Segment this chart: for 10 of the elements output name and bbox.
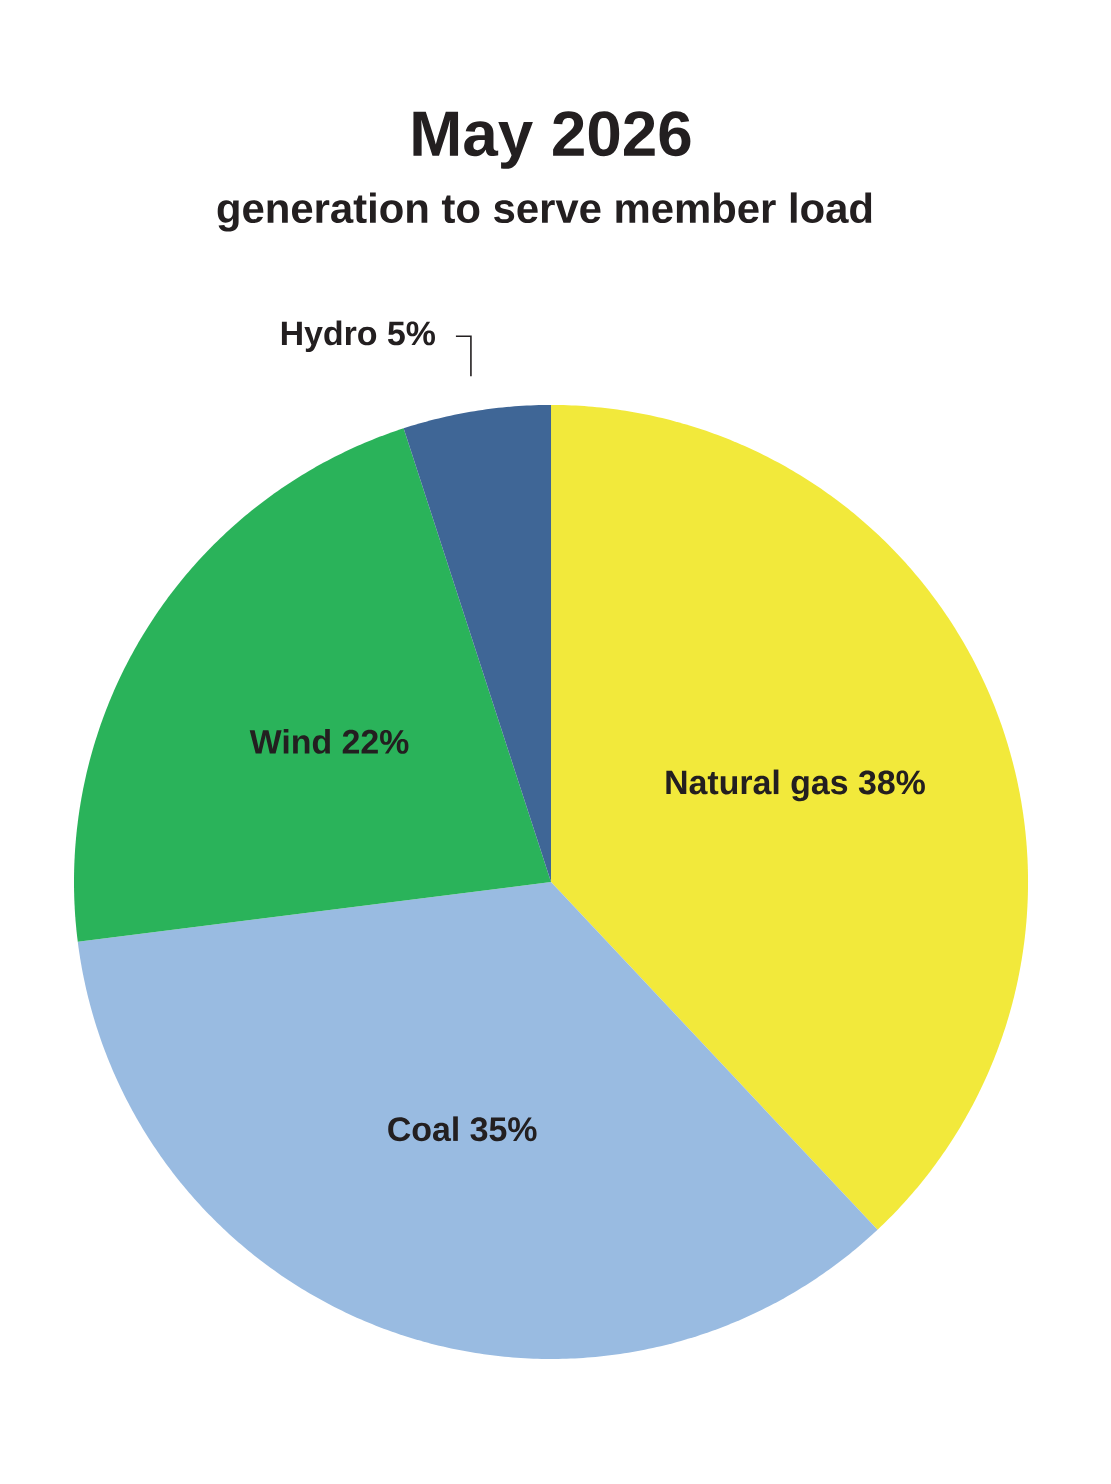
- data-label: 35%: [470, 1117, 537, 1142]
- slice-label: Coal: [388, 1116, 458, 1142]
- data-label: 5%: [387, 321, 435, 346]
- chart-subtitle: generation to serve member load: [217, 192, 872, 232]
- chart-title: May 2026: [413, 111, 691, 169]
- slice-label: Natural gas: [666, 769, 848, 802]
- data-label: 22%: [342, 729, 409, 754]
- data-label: 38%: [858, 770, 925, 795]
- slice-label: Wind: [249, 728, 330, 754]
- slice-label: Hydro: [281, 320, 377, 353]
